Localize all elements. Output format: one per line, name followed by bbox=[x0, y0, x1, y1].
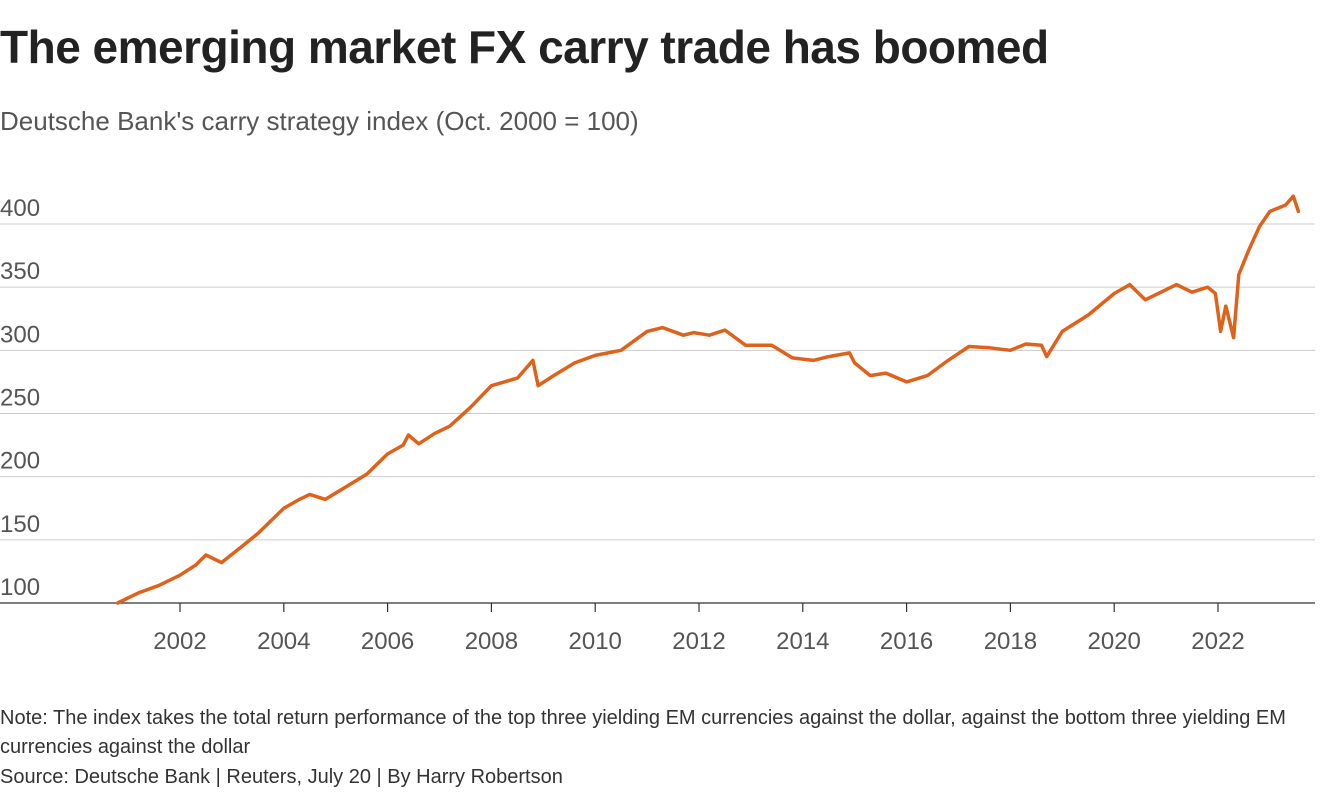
y-tick-label-300: 300 bbox=[0, 321, 40, 348]
chart-title: The emerging market FX carry trade has b… bbox=[0, 21, 1049, 73]
x-tick-label-2006: 2006 bbox=[361, 628, 414, 655]
gridlines bbox=[0, 223, 1315, 604]
x-tick-label-2020: 2020 bbox=[1088, 628, 1141, 655]
series-line-0 bbox=[115, 194, 1301, 605]
chart-source: Source: Deutsche Bank | Reuters, July 20… bbox=[0, 766, 563, 788]
y-tick-label-150: 150 bbox=[0, 511, 40, 538]
x-axis: 2002 2004 2006 2008 2010 2012 2014 2016 2018 2020… bbox=[153, 603, 1245, 655]
series-lines bbox=[115, 194, 1301, 605]
x-tick-label-2014: 2014 bbox=[776, 628, 829, 655]
y-axis-ticks: 100 150 200 250 300 350 400 bbox=[0, 195, 40, 601]
chart-note: Note: The index takes the total return p… bbox=[0, 707, 1286, 758]
y-tick-label-250: 250 bbox=[0, 385, 40, 412]
x-tick-label-2010: 2010 bbox=[569, 628, 622, 655]
x-tick-label-2016: 2016 bbox=[880, 628, 933, 655]
x-tick-label-2004: 2004 bbox=[257, 628, 310, 655]
y-tick-label-200: 200 bbox=[0, 448, 40, 475]
chart-subtitle: Deutsche Bank's carry strategy index (Oc… bbox=[0, 106, 639, 136]
x-tick-label-2012: 2012 bbox=[672, 628, 725, 655]
x-tick-label-2008: 2008 bbox=[465, 628, 518, 655]
y-tick-label-100: 100 bbox=[0, 574, 40, 601]
x-tick-label-2018: 2018 bbox=[984, 628, 1037, 655]
x-tick-label-2002: 2002 bbox=[153, 628, 206, 655]
y-tick-label-400: 400 bbox=[0, 195, 40, 222]
x-tick-label-2022: 2022 bbox=[1191, 628, 1244, 655]
y-tick-label-350: 350 bbox=[0, 258, 40, 285]
